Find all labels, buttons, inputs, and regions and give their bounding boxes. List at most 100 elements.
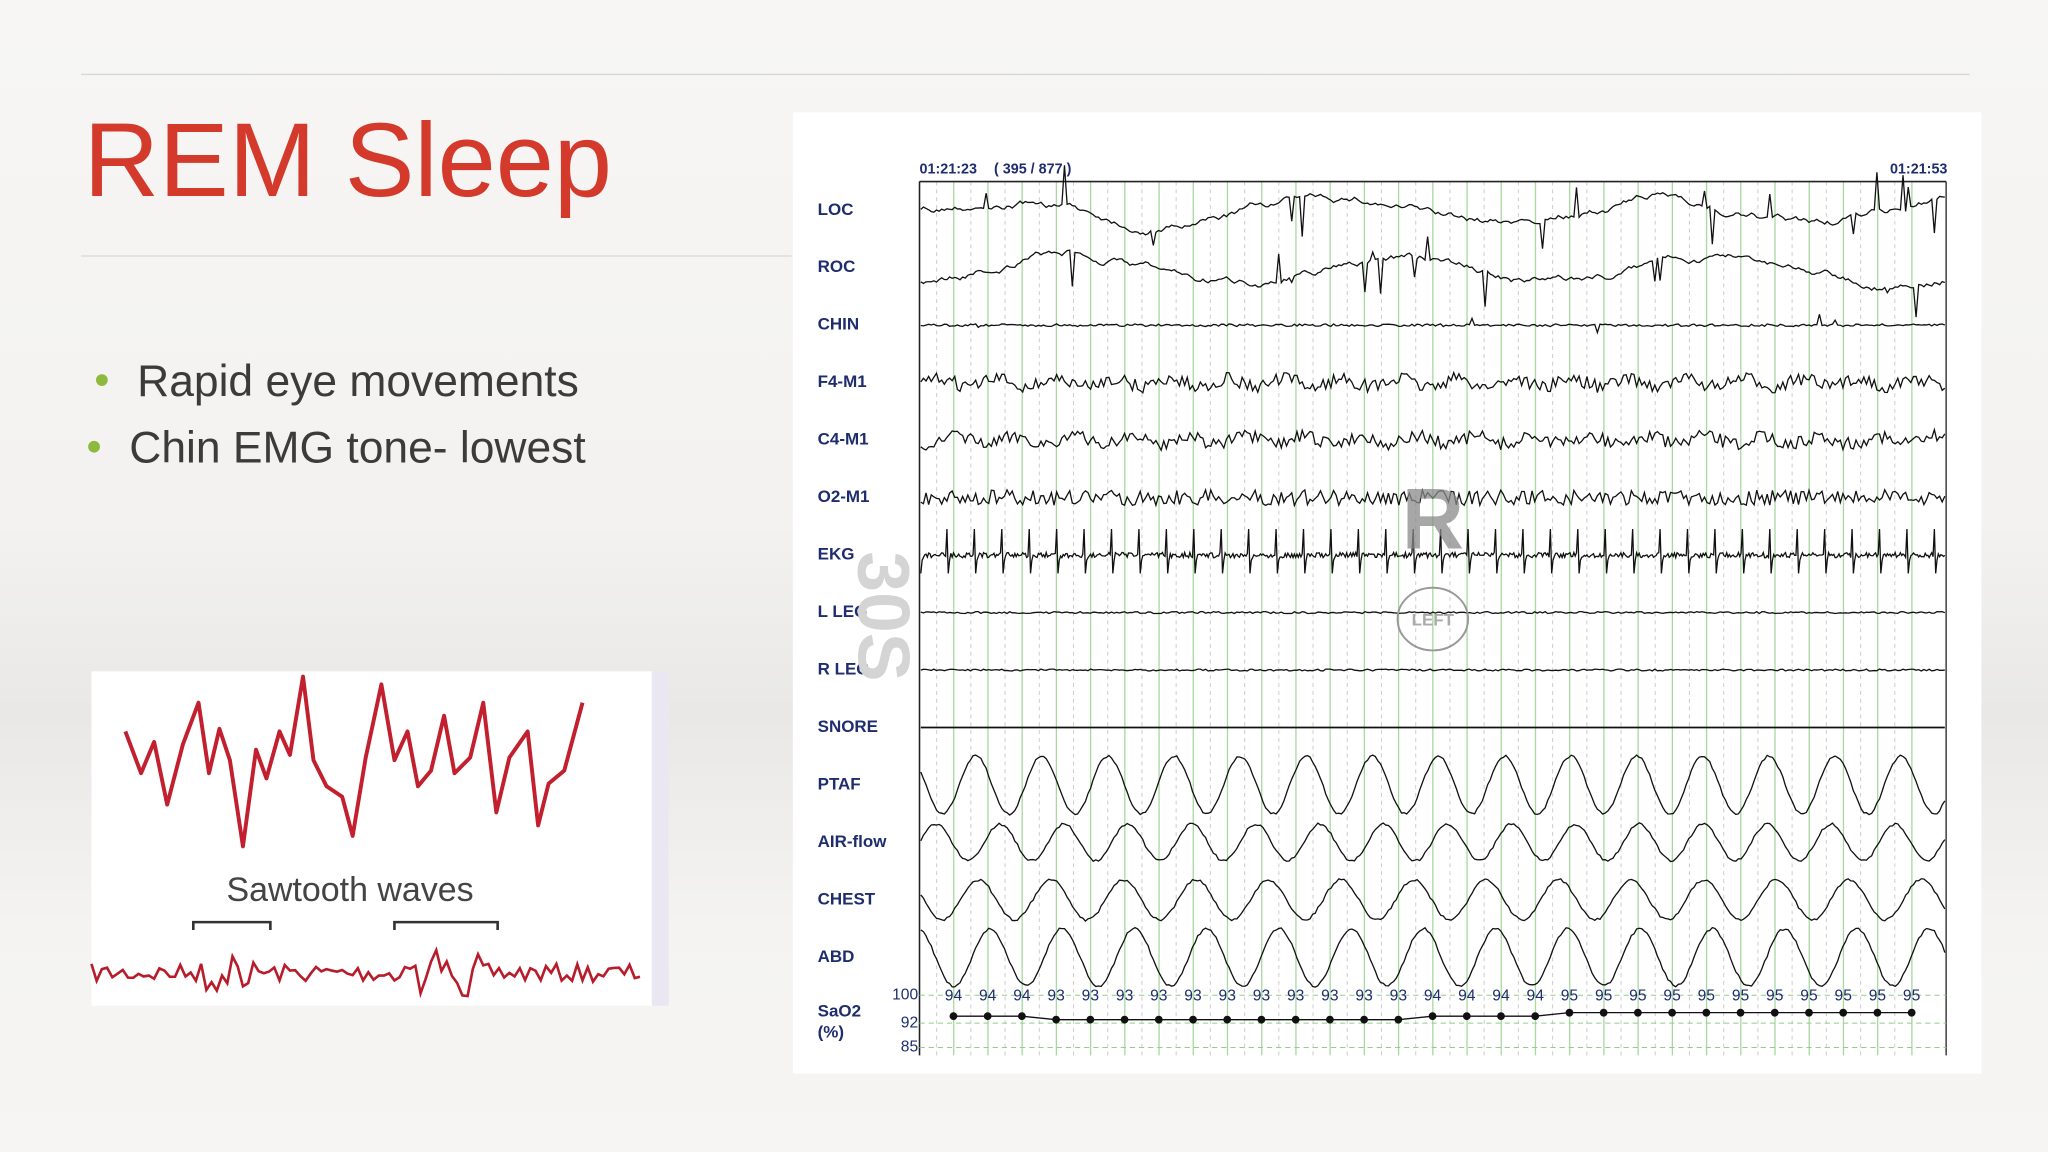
sao2-point — [1497, 1012, 1505, 1021]
channel-label: AIR-flow — [818, 832, 888, 851]
sao2-point — [1325, 1015, 1334, 1024]
sao2-value: 95 — [1698, 987, 1716, 1004]
sao2-point — [1291, 1015, 1300, 1024]
sao2-point — [1770, 1008, 1779, 1017]
channel-trace — [920, 165, 1945, 249]
sao2-value: 93 — [1150, 987, 1168, 1004]
slide-title: REM Sleep — [84, 102, 612, 219]
end-time: 01:21:53 — [1890, 162, 1947, 178]
channel-trace — [920, 487, 1946, 508]
sao2-value: 93 — [1184, 987, 1202, 1004]
sao2-point — [1086, 1015, 1095, 1024]
sao2-point — [1702, 1008, 1711, 1017]
sawtooth-wave — [123, 674, 585, 849]
channel-trace — [920, 314, 1946, 335]
sao2-point — [1394, 1015, 1403, 1024]
bullet-dot — [88, 440, 100, 453]
sao2-point — [1223, 1015, 1232, 1024]
channel-label: SNORE — [818, 717, 878, 736]
sao2-value: 94 — [1492, 987, 1510, 1004]
sao2-value: 93 — [1321, 987, 1339, 1004]
sao2-scale-label: 100 — [892, 986, 918, 1003]
sao2-value: 93 — [1219, 987, 1237, 1004]
sao2-value: 95 — [1595, 987, 1613, 1004]
sao2-value: 95 — [1663, 987, 1681, 1004]
channel-label: ROC — [818, 257, 856, 276]
sao2-value: 93 — [1047, 987, 1065, 1004]
sao2-value: 93 — [1116, 987, 1134, 1004]
sao2-value: 93 — [1287, 987, 1305, 1004]
annotation: LEFT — [1412, 611, 1455, 630]
channel-label: PTAF — [818, 774, 861, 793]
sao2-value: 95 — [1903, 987, 1921, 1004]
sao2-point — [1873, 1008, 1882, 1017]
channel-trace — [920, 878, 1946, 922]
sao2-point — [1257, 1015, 1266, 1024]
figure-edge — [651, 671, 669, 1006]
sao2-value: 93 — [1355, 987, 1373, 1004]
channel-trace — [920, 236, 1946, 318]
sao2-scale-label: 92 — [901, 1014, 918, 1031]
sao2-point — [1428, 1012, 1437, 1021]
bullet-dot — [96, 374, 108, 386]
sao2-value: 95 — [1800, 987, 1818, 1004]
sao2-point — [1565, 1008, 1574, 1017]
channel-label: C4-M1 — [818, 430, 869, 449]
start-time: 01:21:23 — [920, 162, 977, 178]
channel-label: CHEST — [818, 889, 876, 908]
bullet-text: Chin EMG tone- lowest — [129, 423, 586, 472]
channel-trace — [920, 427, 1946, 452]
channel-trace — [920, 754, 1946, 816]
sao2-value: 95 — [1869, 987, 1887, 1004]
sao2-label: SaO2 — [818, 1002, 861, 1021]
channel-label: R LEG — [818, 660, 870, 679]
sao2-value: 95 — [1561, 987, 1579, 1004]
sao2-value: 94 — [1458, 987, 1476, 1004]
channel-label: L LEG — [818, 602, 868, 621]
channel-label: EKG — [818, 545, 855, 564]
sao2-point — [1599, 1008, 1608, 1017]
sao2-point — [1462, 1012, 1471, 1021]
channel-label: ABD — [818, 947, 855, 966]
sao2-point — [949, 1012, 958, 1021]
sao2-point — [1017, 1012, 1026, 1021]
sao2-value: 94 — [1013, 987, 1031, 1004]
sao2-point — [1189, 1015, 1197, 1024]
channel-label: CHIN — [818, 315, 859, 334]
sao2-unit: (%) — [818, 1023, 844, 1042]
channel-trace — [920, 822, 1946, 863]
sao2-point — [1736, 1008, 1745, 1017]
sao2-point — [1360, 1015, 1369, 1024]
channel-trace — [920, 528, 1946, 574]
sao2-value: 95 — [1834, 987, 1852, 1004]
watermark: 30S — [842, 551, 923, 681]
figure-caption: Sawtooth waves — [226, 871, 473, 909]
sao2-value: 95 — [1732, 987, 1750, 1004]
sao2-point — [983, 1012, 992, 1021]
stage-mark: R — [1402, 472, 1464, 568]
sao2-point — [1120, 1015, 1129, 1024]
bullet-text: Rapid eye movements — [137, 357, 579, 406]
channel-label: O2-M1 — [818, 487, 870, 506]
bracket — [191, 920, 499, 930]
sao2-point — [1154, 1015, 1163, 1024]
annotation-circle — [1396, 586, 1470, 652]
sao2-value: 93 — [1082, 987, 1100, 1004]
sao2-point — [1531, 1012, 1540, 1021]
channel-label: LOC — [818, 200, 854, 219]
channel-trace — [920, 926, 1946, 988]
sao2-value: 94 — [945, 987, 963, 1004]
channel-label: F4-M1 — [818, 372, 867, 391]
channel-trace — [920, 668, 1945, 672]
sao2-value: 94 — [1527, 987, 1545, 1004]
sao2-point — [1633, 1008, 1642, 1017]
sao2-value: 95 — [1629, 987, 1647, 1004]
epoch: ( 395 / 877 ) — [994, 162, 1072, 178]
sao2-value: 95 — [1766, 987, 1784, 1004]
channel-trace — [920, 370, 1946, 395]
sao2-point — [1907, 1008, 1916, 1017]
sao2-point — [1839, 1008, 1848, 1017]
sao2-value: 93 — [1253, 987, 1271, 1004]
